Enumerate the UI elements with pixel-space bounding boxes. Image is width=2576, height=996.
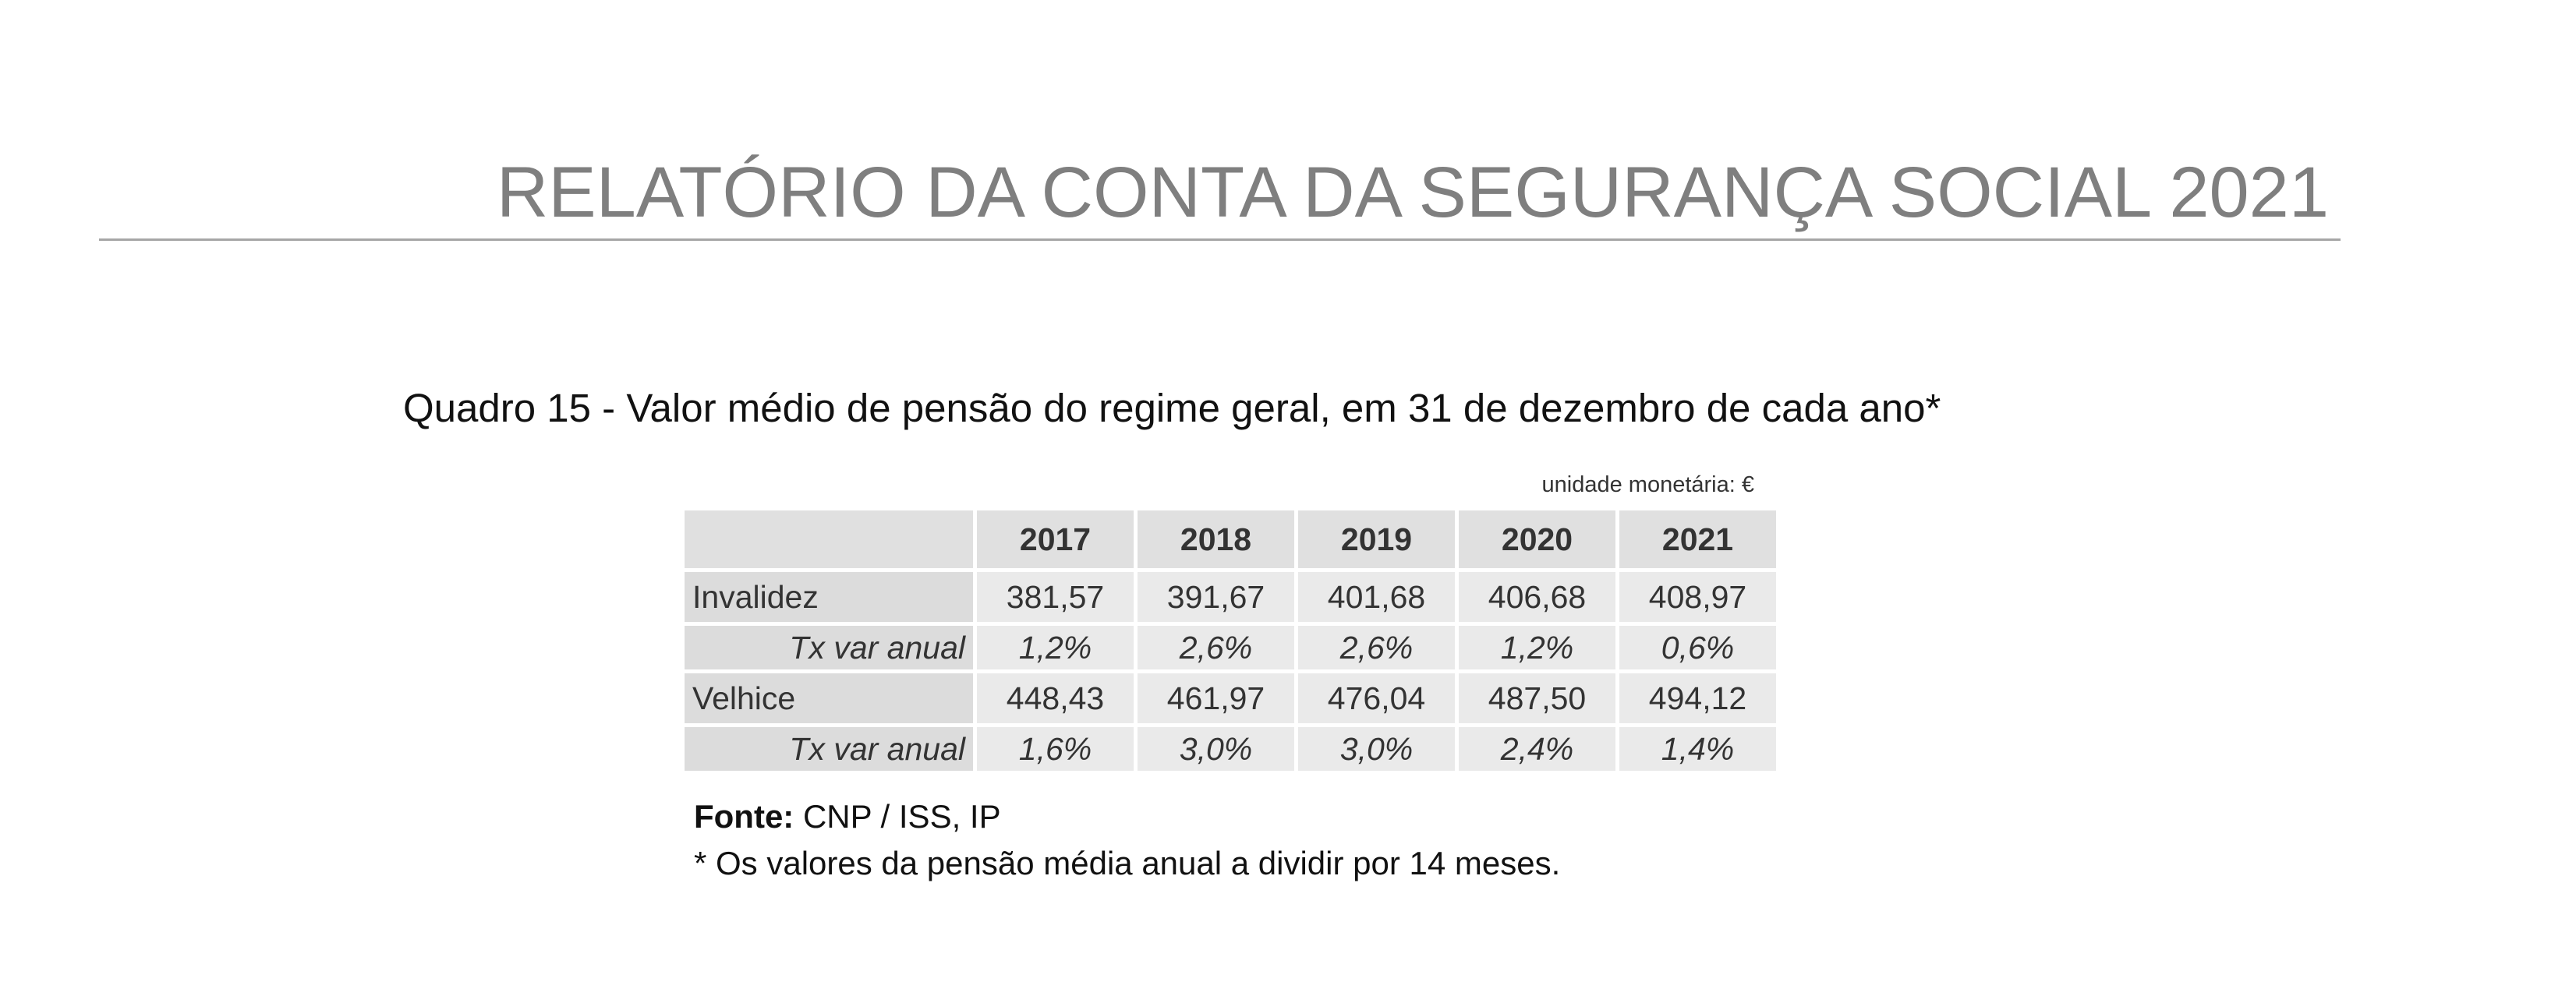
cell: 1,6% — [973, 723, 1138, 775]
table-row: Velhice 448,43 461,97 476,04 487,50 494,12 — [681, 669, 1780, 727]
cell: 487,50 — [1455, 669, 1619, 727]
cell: 2,6% — [1294, 622, 1459, 673]
cell: 408,97 — [1615, 568, 1780, 626]
header-rule — [99, 238, 2341, 241]
row-label: Tx var anual — [681, 622, 977, 673]
report-title: RELATÓRIO DA CONTA DA SEGURANÇA SOCIAL 2… — [496, 153, 2329, 232]
row-label: Invalidez — [681, 568, 977, 626]
cell: 448,43 — [973, 669, 1138, 727]
cell: 476,04 — [1294, 669, 1459, 727]
table-row: Invalidez 381,57 391,67 401,68 406,68 408,97 — [681, 568, 1780, 626]
column-header: 2020 — [1455, 507, 1619, 572]
table-row: Tx var anual 1,6% 3,0% 3,0% 2,4% 1,4% — [681, 723, 1780, 775]
cell: 401,68 — [1294, 568, 1459, 626]
column-header: 2017 — [973, 507, 1138, 572]
cell: 494,12 — [1615, 669, 1780, 727]
unit-note: unidade monetária: € — [1541, 472, 1754, 497]
source: CNP / ISS, IP — [802, 798, 1001, 835]
cell: 3,0% — [1134, 723, 1298, 775]
column-header: 2019 — [1294, 507, 1459, 572]
cell: 2,6% — [1134, 622, 1298, 673]
cell: 0,6% — [1615, 622, 1780, 673]
cell: 1,2% — [973, 622, 1138, 673]
cell: 406,68 — [1455, 568, 1619, 626]
cell: 3,0% — [1294, 723, 1459, 775]
cell: 381,57 — [973, 568, 1138, 626]
row-label: Velhice — [681, 669, 977, 727]
corner-cell — [681, 507, 977, 572]
source-line: Fonte: CNP / ISS, IP — [694, 798, 1001, 835]
header-row: 2017 2018 2019 2020 2021 — [681, 507, 1780, 572]
source-label: Fonte: — [694, 798, 794, 835]
cell: 1,4% — [1615, 723, 1780, 775]
table-row: Tx var anual 1,2% 2,6% 2,6% 1,2% 0,6% — [681, 622, 1780, 673]
cell: 2,4% — [1455, 723, 1619, 775]
cell: 1,2% — [1455, 622, 1619, 673]
row-label: Tx var anual — [681, 723, 977, 775]
table-caption: Quadro 15 - Valor médio de pensão do reg… — [403, 386, 1941, 430]
data-table: 2017 2018 2019 2020 2021 Invalidez 381,57 391,6… — [681, 507, 1780, 775]
cell: 391,67 — [1134, 568, 1298, 626]
column-header: 2018 — [1134, 507, 1298, 572]
cell: 461,97 — [1134, 669, 1298, 727]
column-header: 2021 — [1615, 507, 1780, 572]
footnote: * Os valores da pensão média anual a div… — [694, 845, 1561, 881]
